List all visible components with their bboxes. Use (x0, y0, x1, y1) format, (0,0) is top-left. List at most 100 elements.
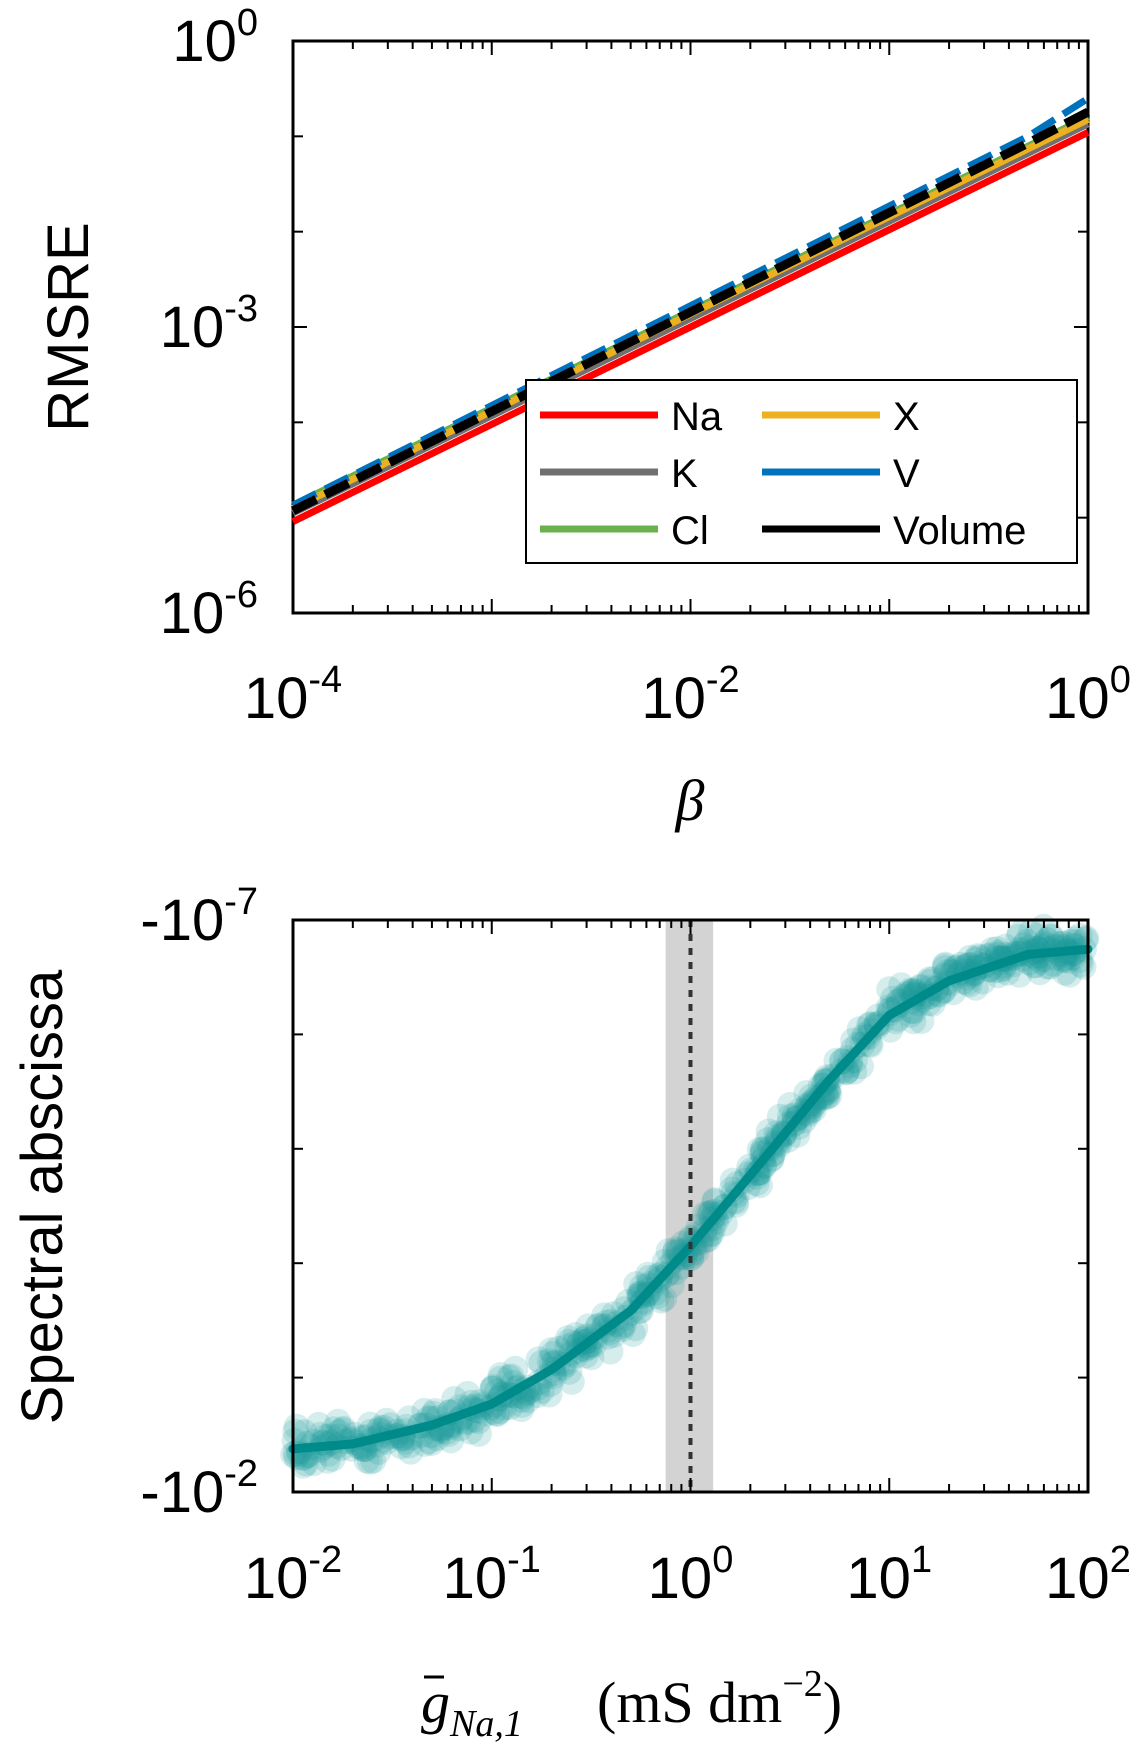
spectral-data-point (397, 1438, 424, 1465)
legend-entry-x: X (762, 395, 920, 439)
spectral-data-point (983, 936, 1010, 963)
spectral-data-point (1006, 961, 1033, 988)
spectral-data-point (558, 1368, 585, 1395)
legend-label-volume: Volume (893, 509, 1026, 553)
spectral-data-point (932, 955, 959, 982)
spectral-data-point (498, 1363, 525, 1390)
spectral-data-point (848, 1053, 874, 1080)
spectral-data-point (1034, 953, 1060, 980)
legend-entry-volume: Volume (762, 509, 1026, 553)
spectral-data-point (508, 1396, 535, 1423)
spectral-data-point (908, 1008, 935, 1034)
spectral-data-point (307, 1421, 334, 1448)
legend-label-x: X (893, 395, 920, 439)
spectral-data-point (314, 1447, 341, 1474)
spectral-data-point (487, 1365, 514, 1392)
spectral-data-point (360, 1447, 387, 1474)
rmsre-series-na (291, 129, 1090, 525)
rmsre-x-tick-label: 10-2 (641, 659, 739, 731)
spectral-data-point (900, 1008, 927, 1035)
spectral-data-point (1037, 924, 1064, 951)
spectral-data-point (480, 1373, 507, 1400)
spectral-data-point (962, 974, 989, 1001)
spectral-data-point (619, 1321, 646, 1347)
legend-entry-v: V (762, 452, 920, 496)
legend-label-na: Na (671, 395, 723, 439)
spectral-data-point (931, 953, 958, 979)
spectral-data-point (777, 1092, 804, 1118)
spectral-data-point (1005, 923, 1032, 950)
spectral-data-point (747, 1172, 773, 1199)
spectral-data-point (766, 1103, 793, 1130)
spectral-data-point (755, 1118, 782, 1145)
spectral-data-point (319, 1445, 346, 1472)
spectral-data-point (1051, 959, 1078, 986)
spectral-data-point (418, 1430, 445, 1456)
spectral-data-point (330, 1415, 357, 1442)
spectral-data-point (528, 1377, 555, 1404)
legend-entry-k: K (540, 452, 698, 496)
spectral-data-point (1013, 928, 1040, 955)
spectral-y-axis-label: Spectral abscissa (10, 969, 75, 1424)
spectral-data-point (1037, 953, 1064, 980)
spectral-data-point (597, 1338, 624, 1365)
spectral-data-point (411, 1397, 438, 1424)
spectral-data-point (496, 1364, 522, 1391)
spectral-data-point (290, 1452, 317, 1479)
legend-label-k: K (671, 452, 698, 496)
spectral-data-point (538, 1337, 564, 1364)
spectral-data-point (514, 1387, 541, 1414)
spectral-data-point (411, 1430, 438, 1457)
rmsre-x-tick-labels: 10-4 10-2 100 (244, 659, 1131, 731)
spectral-data-point (300, 1450, 327, 1477)
spectral-x-tick-label: 100 (648, 1539, 734, 1611)
spectral-data-point (932, 951, 959, 978)
spectral-data-point (305, 1411, 332, 1438)
spectral-y-tick-label: -10-7 (140, 881, 258, 953)
legend-entry-cl: Cl (540, 509, 709, 553)
spectral-data-point (979, 936, 1006, 963)
spectral-x-tick-label: 10-2 (244, 1539, 342, 1611)
spectral-data-point (357, 1411, 383, 1438)
x-label-g: gNa,1 (421, 1670, 523, 1745)
spectral-data-point (992, 933, 1019, 960)
spectral-data-point (536, 1381, 563, 1408)
spectral-data-point (1073, 925, 1100, 952)
spectral-data-point (365, 1438, 392, 1465)
rmsre-minor-ticks (292, 40, 1088, 614)
rmsre-x-tick-label: 100 (1045, 659, 1131, 731)
spectral-panel: 10-2 10-1 100 101 102 -10-7 -10-2 Spectral ab… (10, 881, 1131, 1745)
legend-label-v: V (893, 452, 920, 496)
spectral-data-point (282, 1418, 309, 1445)
spectral-data-point (416, 1428, 443, 1455)
spectral-x-tick-label: 102 (1045, 1539, 1131, 1611)
legend-entry-na: Na (540, 395, 723, 439)
spectral-data-point (623, 1271, 650, 1298)
spectral-data-point (1066, 922, 1093, 949)
rmsre-y-tick-label: 100 (172, 2, 258, 74)
spectral-data-point (524, 1382, 551, 1408)
spectral-x-axis-label: gNa,1 (mS dm−2) (421, 1663, 842, 1745)
spectral-data-point (578, 1344, 605, 1371)
legend-label-cl: Cl (671, 509, 709, 553)
legend: Na K Cl X V Volume (525, 379, 1078, 564)
spectral-data-point (326, 1419, 352, 1445)
spectral-data-point (435, 1421, 462, 1447)
spectral-data-point (283, 1413, 310, 1440)
rmsre-y-tick-label: 10-3 (160, 288, 258, 360)
spectral-data-point (357, 1448, 383, 1475)
rmsre-panel: 10-4 10-2 100 10-6 10-3 100 Na K Cl X (36, 2, 1131, 833)
spectral-data-point (321, 1416, 347, 1443)
spectral-data-point (487, 1362, 514, 1388)
x-label-units: (mS dm−2) (597, 1663, 842, 1735)
spectral-x-tick-labels: 10-2 10-1 100 101 102 (244, 1539, 1131, 1611)
spectral-x-tick-label: 10-1 (443, 1539, 541, 1611)
spectral-data-point (424, 1425, 451, 1452)
spectral-data-point (1017, 919, 1044, 946)
spectral-data-point (1040, 950, 1067, 977)
spectral-data-point (396, 1432, 423, 1459)
spectral-minor-ticks (292, 919, 1088, 1493)
spectral-data-point (291, 1419, 318, 1446)
spectral-data-point (509, 1391, 536, 1418)
